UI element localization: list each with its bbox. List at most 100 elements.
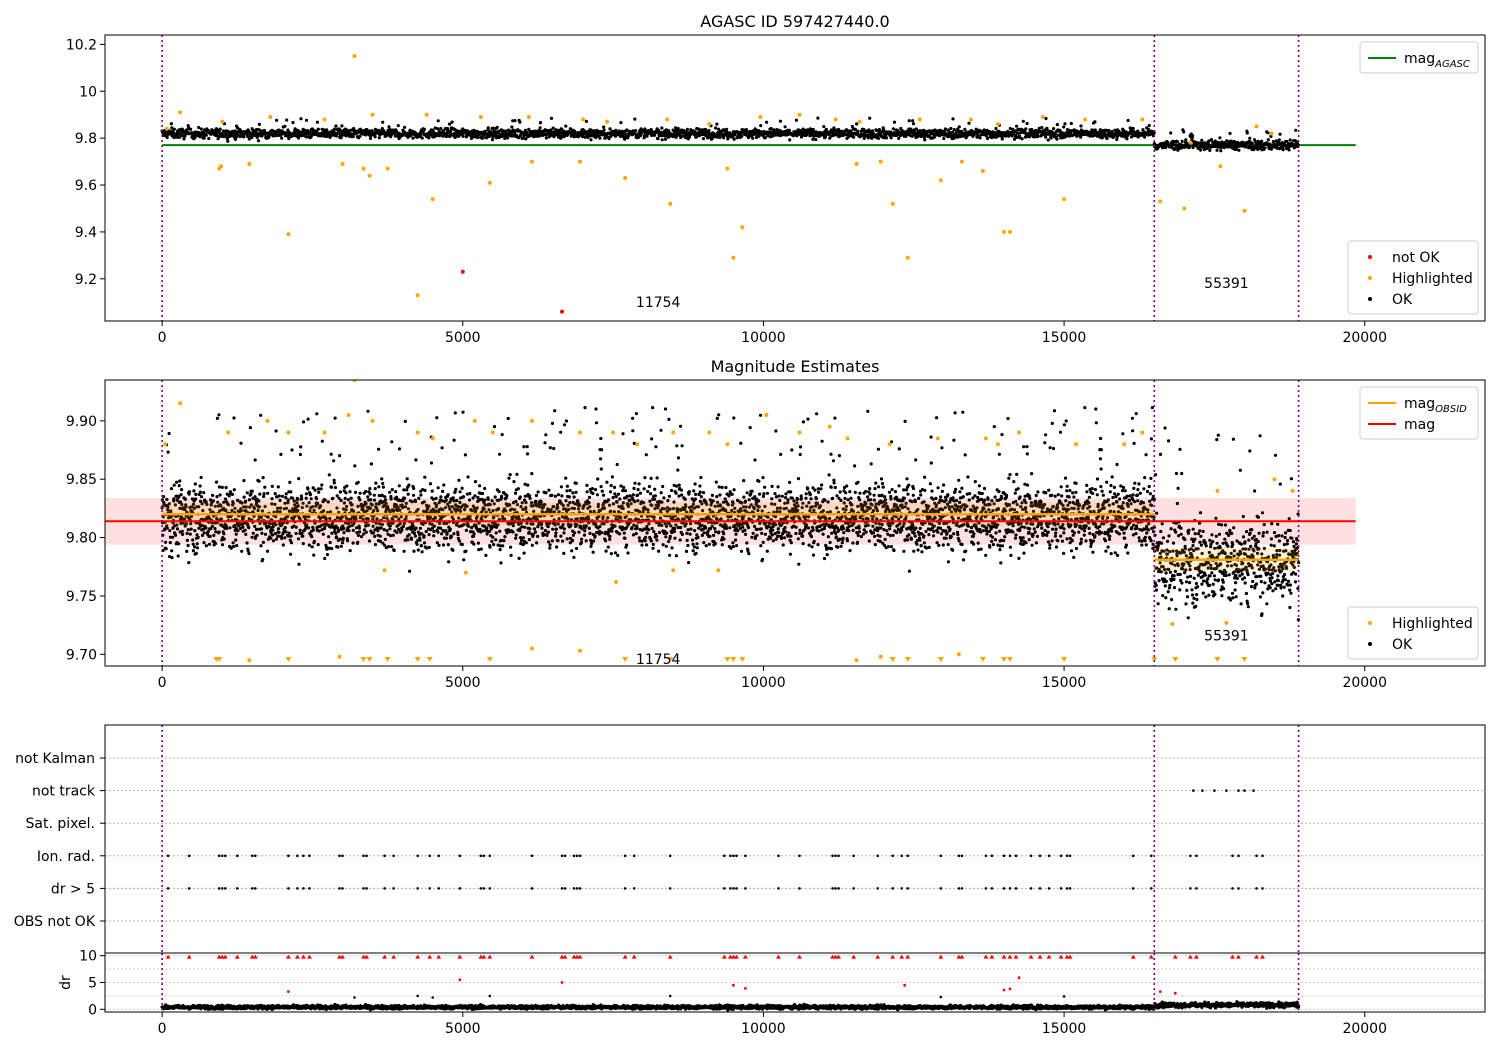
ok-point bbox=[598, 508, 603, 512]
ok-point bbox=[423, 475, 427, 479]
ok-point bbox=[165, 526, 169, 530]
ok-point bbox=[503, 517, 507, 521]
ok-point bbox=[348, 490, 352, 494]
ok-point bbox=[572, 506, 577, 511]
ok-point bbox=[371, 524, 375, 528]
ok-point bbox=[314, 504, 318, 508]
ok-point bbox=[550, 539, 554, 543]
ok-point bbox=[543, 528, 547, 533]
ok-point bbox=[481, 529, 486, 533]
ok-point bbox=[380, 522, 384, 527]
ok-point bbox=[549, 128, 553, 132]
ok-point bbox=[369, 498, 373, 502]
ok-point bbox=[175, 498, 179, 502]
ok-point bbox=[444, 536, 448, 540]
ok-point bbox=[1288, 138, 1292, 142]
ok-point bbox=[241, 525, 245, 529]
ok-point bbox=[440, 446, 444, 450]
ok-point bbox=[587, 501, 591, 505]
ok-point bbox=[374, 502, 378, 506]
ok-point bbox=[353, 490, 358, 494]
ok-point bbox=[195, 546, 200, 550]
ok-point bbox=[463, 453, 467, 457]
ok-point bbox=[210, 524, 214, 528]
ok-point bbox=[236, 498, 240, 502]
ok-point bbox=[465, 504, 469, 508]
ok-point bbox=[601, 514, 605, 518]
ok-point bbox=[626, 551, 630, 555]
ok-point bbox=[281, 543, 285, 547]
ok-point bbox=[362, 528, 366, 532]
ok-point bbox=[165, 135, 169, 139]
ok-point bbox=[597, 514, 601, 518]
ok-point bbox=[180, 502, 184, 507]
ok-point bbox=[1248, 136, 1252, 140]
ok-point bbox=[572, 495, 576, 499]
ok-point bbox=[1283, 144, 1287, 148]
ok-point bbox=[437, 510, 441, 514]
ok-point bbox=[463, 508, 467, 512]
ok-point bbox=[822, 125, 826, 129]
ok-point bbox=[200, 523, 204, 527]
ok-point bbox=[1023, 130, 1027, 134]
ok-point bbox=[386, 532, 390, 536]
ok-point bbox=[288, 480, 292, 484]
ok-point bbox=[517, 517, 521, 521]
ok-point bbox=[371, 517, 375, 521]
ok-point bbox=[661, 543, 665, 547]
ok-point bbox=[594, 407, 598, 411]
ok-point bbox=[255, 533, 259, 537]
ok-point bbox=[823, 135, 828, 139]
ok-point bbox=[897, 136, 901, 140]
ok-point bbox=[222, 532, 226, 536]
ok-point bbox=[170, 549, 174, 553]
ok-point bbox=[609, 509, 613, 513]
ok-point bbox=[984, 134, 988, 138]
ok-point bbox=[538, 121, 543, 125]
ok-point bbox=[549, 116, 554, 120]
ok-point bbox=[166, 505, 170, 509]
ok-point bbox=[167, 431, 171, 436]
ok-point bbox=[491, 509, 495, 513]
ok-point bbox=[261, 476, 265, 480]
ok-point bbox=[867, 129, 871, 133]
ok-point bbox=[666, 499, 670, 503]
ok-point bbox=[675, 444, 679, 448]
ok-point bbox=[230, 492, 234, 496]
ok-point bbox=[659, 428, 663, 432]
ok-point bbox=[244, 499, 248, 503]
ok-point bbox=[244, 532, 248, 537]
ok-point bbox=[342, 526, 346, 531]
ok-point bbox=[631, 416, 635, 420]
ok-point bbox=[251, 531, 255, 535]
ok-point bbox=[644, 453, 648, 457]
ok-point bbox=[366, 523, 371, 527]
ok-point bbox=[788, 138, 792, 142]
ok-point bbox=[640, 543, 644, 547]
ok-point bbox=[410, 500, 414, 504]
highlighted-point bbox=[220, 119, 225, 124]
ok-point bbox=[497, 490, 501, 494]
ok-point bbox=[380, 493, 384, 497]
ok-point bbox=[250, 535, 254, 539]
ok-point bbox=[467, 524, 471, 528]
ok-point bbox=[218, 509, 222, 513]
ok-point bbox=[588, 531, 592, 536]
ok-point bbox=[978, 136, 982, 140]
ok-point bbox=[442, 483, 446, 487]
ok-point bbox=[525, 521, 529, 525]
ok-point bbox=[405, 488, 409, 492]
ok-point bbox=[653, 494, 658, 498]
ok-point bbox=[717, 127, 721, 131]
ok-point bbox=[379, 526, 383, 530]
ok-point bbox=[870, 136, 874, 140]
ok-point bbox=[241, 516, 245, 521]
ok-point bbox=[548, 546, 552, 550]
plot-area bbox=[160, 35, 1356, 321]
ok-point bbox=[351, 135, 355, 139]
highlighted-point bbox=[833, 117, 838, 122]
ok-point bbox=[407, 483, 411, 487]
ok-point bbox=[299, 117, 303, 121]
highlighted-point bbox=[340, 161, 345, 166]
ok-point bbox=[224, 509, 228, 513]
